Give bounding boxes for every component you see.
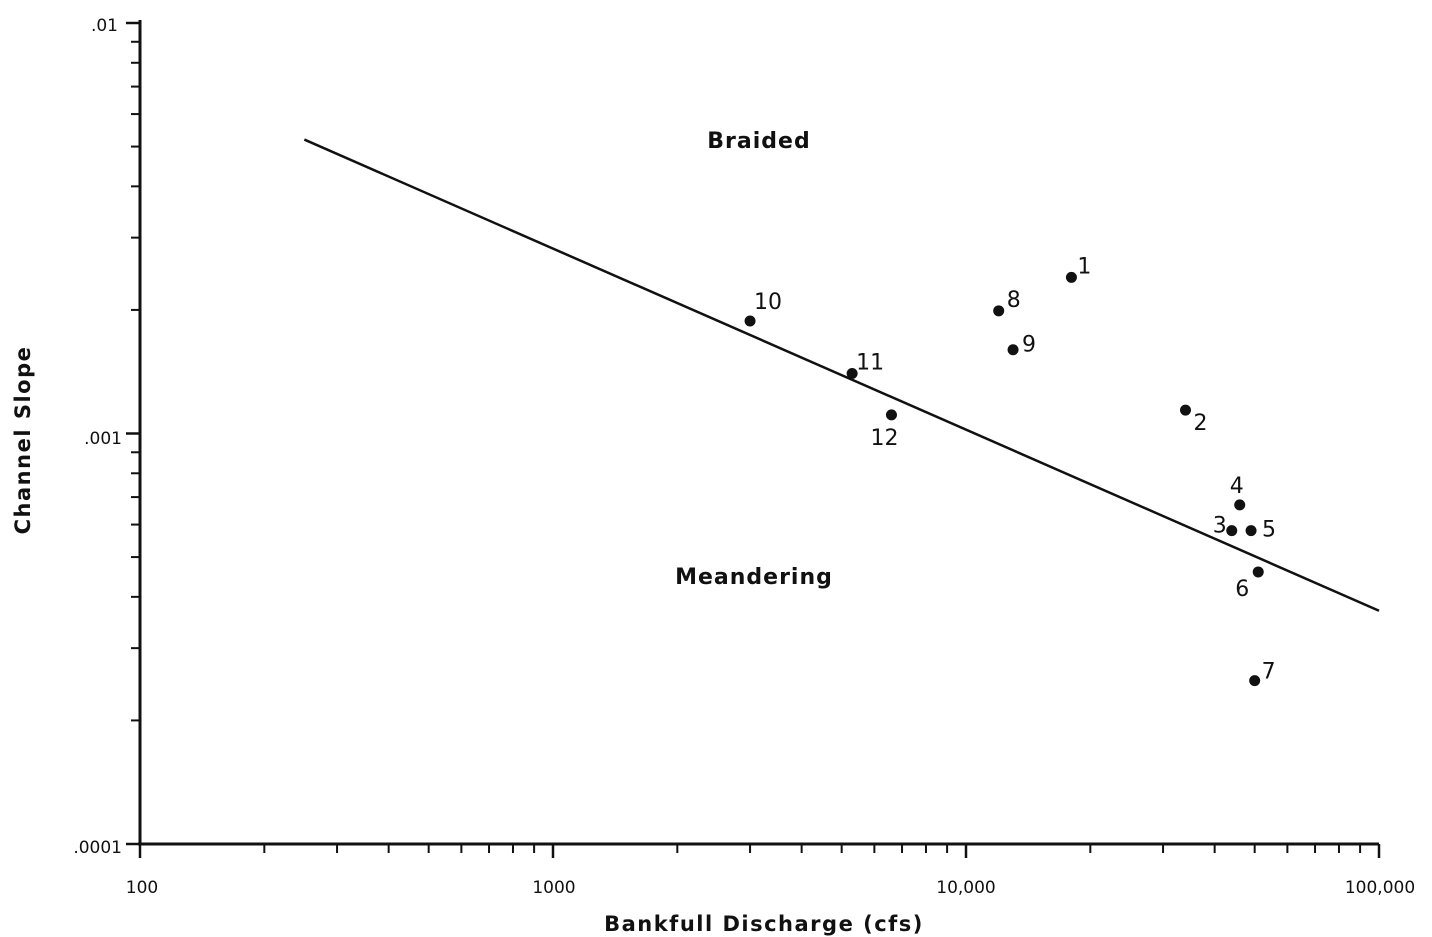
point-label: 7 (1262, 660, 1276, 685)
point-label: 10 (754, 290, 782, 315)
data-point (1065, 271, 1077, 283)
data-point (1245, 525, 1257, 537)
y-tick-labels: .0001 .001 .01 (73, 16, 122, 858)
data-point (993, 305, 1005, 317)
data-point (1252, 566, 1264, 578)
point-label: 5 (1262, 518, 1276, 543)
data-point (885, 409, 897, 421)
point-label: 8 (1007, 288, 1021, 313)
threshold-line (303, 138, 1380, 612)
y-tick-label: .01 (91, 16, 118, 36)
data-points (744, 271, 1264, 687)
axes (126, 20, 1381, 858)
point-label: 6 (1235, 577, 1249, 602)
point-label: 9 (1022, 333, 1036, 358)
y-tick-label: .001 (84, 429, 122, 449)
data-point (744, 315, 756, 327)
data-point (846, 368, 858, 380)
y-tick-label: .0001 (73, 838, 122, 858)
point-label: 4 (1230, 474, 1244, 499)
region-label-meandering: Meandering (675, 565, 833, 590)
data-point (1180, 404, 1192, 416)
x-axis-title: Bankfull Discharge (cfs) (604, 912, 924, 936)
y-axis-title: Channel Slope (11, 346, 35, 535)
region-label-braided: Braided (707, 129, 810, 154)
point-label: 2 (1194, 411, 1208, 436)
point-label: 12 (870, 426, 898, 451)
data-point (1249, 675, 1261, 687)
data-point (1234, 499, 1246, 511)
data-point (1226, 525, 1238, 537)
point-label: 11 (856, 351, 884, 376)
y-minor-ticks (126, 21, 140, 846)
x-tick-labels: 100 1000 10,000 100,000 (126, 878, 1415, 898)
point-label: 1 (1077, 254, 1091, 279)
data-point (1007, 344, 1019, 356)
x-minor-ticks (138, 844, 1381, 858)
x-tick-label: 100,000 (1345, 878, 1415, 898)
x-tick-label: 100 (126, 878, 158, 898)
x-tick-label: 10,000 (936, 878, 995, 898)
point-label: 3 (1213, 514, 1227, 539)
x-tick-label: 1000 (532, 878, 575, 898)
